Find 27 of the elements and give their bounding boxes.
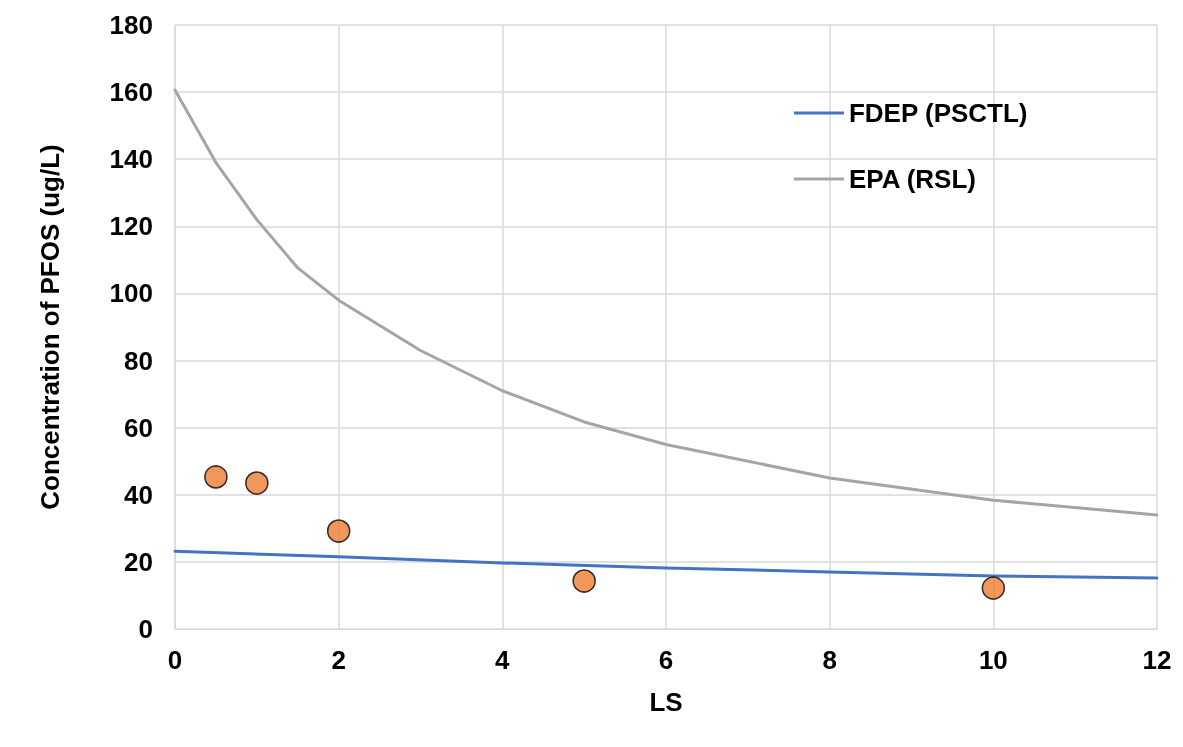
y-tick-label: 60 xyxy=(124,412,153,443)
y-tick-label: 40 xyxy=(124,479,153,510)
y-tick-label: 180 xyxy=(109,10,153,40)
x-tick-label: 8 xyxy=(822,645,837,675)
y-tick-label: 100 xyxy=(109,278,153,309)
x-tick-label: 2 xyxy=(331,645,346,675)
point xyxy=(572,569,596,593)
legend-label: EPA (RSL) xyxy=(848,164,976,194)
y-tick-label: 120 xyxy=(109,211,153,242)
y-tick-label: 0 xyxy=(138,614,153,644)
legend-label: FDEP (PSCTL) xyxy=(848,98,1028,128)
point xyxy=(204,465,228,489)
line-series xyxy=(173,88,1159,517)
x-tick-label: 4 xyxy=(495,645,511,675)
y-tick-label: 160 xyxy=(109,77,153,108)
y-tick-label: 20 xyxy=(124,546,153,577)
point xyxy=(981,576,1006,600)
x-tick-label: 0 xyxy=(167,645,183,675)
x-tick-label: 10 xyxy=(978,645,1008,675)
y-tick-label: 140 xyxy=(109,144,153,175)
point xyxy=(245,471,269,495)
x-axis-title: LS xyxy=(649,687,683,717)
y-axis-title: Concentration of PFOS (ug/L) xyxy=(35,144,65,510)
point xyxy=(326,519,351,543)
x-tick-label: 6 xyxy=(658,645,674,675)
y-tick-label: 80 xyxy=(124,345,153,376)
x-tick-label: 12 xyxy=(1142,645,1172,675)
